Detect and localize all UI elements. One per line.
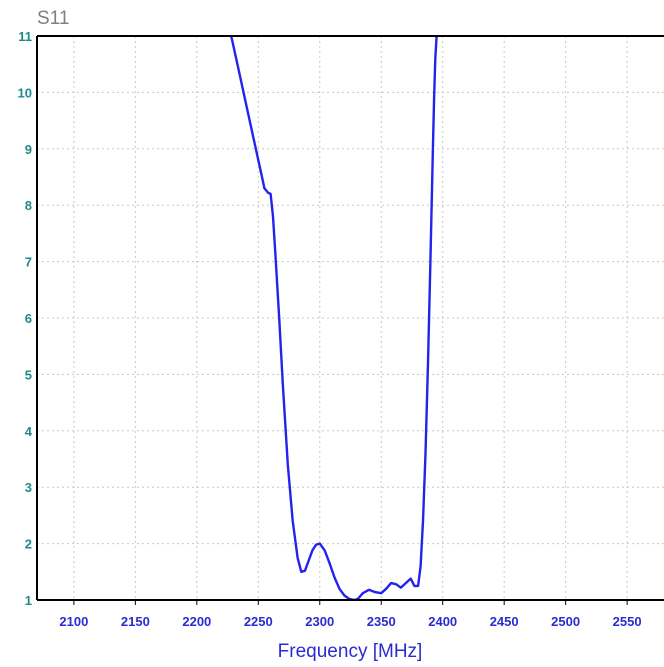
x-axis-label: Frequency [MHz] bbox=[278, 641, 423, 662]
y-tick-label-6: 6 bbox=[25, 311, 32, 326]
x-tick-label-2400: 2400 bbox=[428, 614, 457, 629]
y-tick-label-9: 9 bbox=[25, 142, 32, 157]
y-tick-label-11: 11 bbox=[18, 29, 32, 44]
s11-series-line bbox=[230, 36, 438, 600]
x-tick-label-2550: 2550 bbox=[613, 614, 642, 629]
x-tick-label-2250: 2250 bbox=[244, 614, 273, 629]
y-tick-label-5: 5 bbox=[25, 367, 32, 382]
x-tick-label-2150: 2150 bbox=[121, 614, 150, 629]
x-tick-label-2450: 2450 bbox=[490, 614, 519, 629]
x-tick-label-2200: 2200 bbox=[182, 614, 211, 629]
plot-area bbox=[230, 36, 438, 600]
y-tick-label-4: 4 bbox=[25, 424, 33, 439]
grid bbox=[37, 36, 664, 600]
x-tick-label-2350: 2350 bbox=[367, 614, 396, 629]
y-tick-label-1: 1 bbox=[25, 593, 32, 608]
y-tick-label-10: 10 bbox=[18, 85, 32, 100]
x-tick-labels: 2100 2150 2200 2250 2300 2350 2400 2450 2500 2550 bbox=[59, 614, 641, 629]
x-tick-label-2100: 2100 bbox=[59, 614, 88, 629]
y-tick-label-7: 7 bbox=[25, 255, 32, 270]
x-tick-label-2500: 2500 bbox=[551, 614, 580, 629]
y-tick-labels: 1 2 3 4 5 6 7 8 9 10 11 bbox=[18, 29, 33, 608]
y-tick-label-3: 3 bbox=[25, 480, 32, 495]
axes bbox=[36, 35, 664, 605]
y-tick-label-8: 8 bbox=[25, 198, 32, 213]
x-tick-label-2300: 2300 bbox=[305, 614, 334, 629]
y-tick-label-2: 2 bbox=[25, 537, 32, 552]
chart-title: S11 bbox=[37, 8, 69, 29]
